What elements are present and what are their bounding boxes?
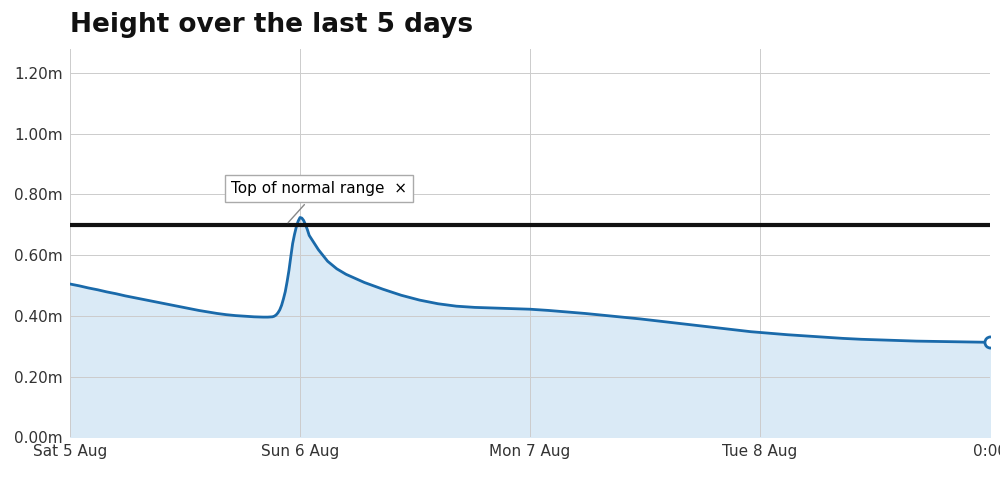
Text: Top of normal range  ×: Top of normal range × xyxy=(231,181,407,223)
Text: Height over the last 5 days: Height over the last 5 days xyxy=(70,12,473,38)
